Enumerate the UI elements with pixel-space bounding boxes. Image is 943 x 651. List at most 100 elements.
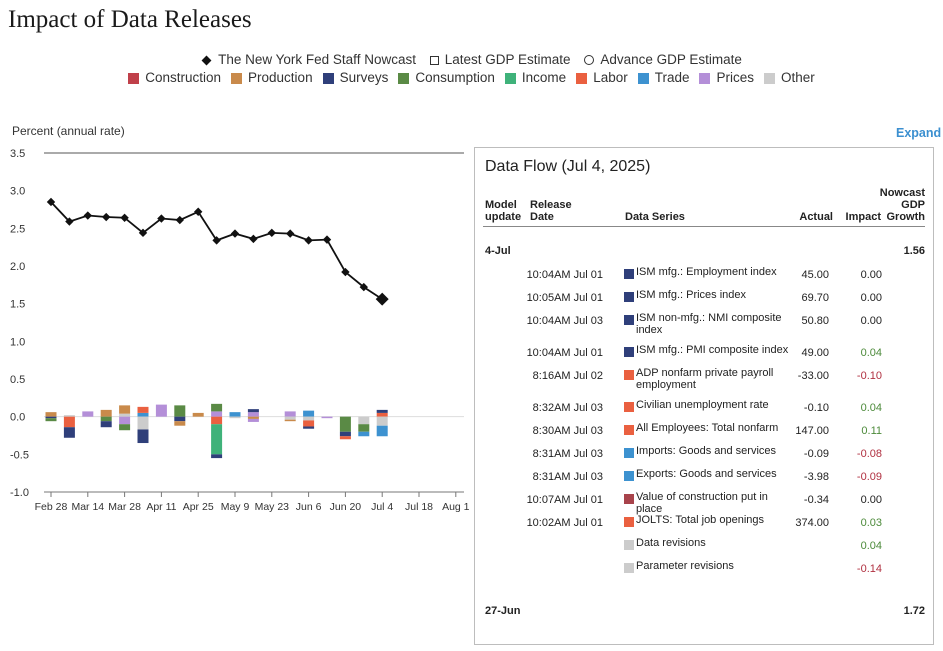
bar-segment-other: [284, 416, 296, 420]
bar-segment-production: [100, 409, 112, 417]
legend-swatch-icon: [231, 72, 243, 84]
diamond-icon: [201, 55, 212, 66]
legend-trade[interactable]: Trade: [637, 70, 689, 85]
bar-segment-production: [284, 419, 296, 422]
header-release-date: Release Date: [530, 199, 572, 223]
actual-value: 49.00: [801, 347, 829, 359]
legend-construction[interactable]: Construction: [128, 70, 221, 85]
bar-segment-consumption: [211, 403, 223, 412]
bar-segment-surveys: [174, 416, 186, 422]
bar-segment-other: [358, 416, 370, 425]
data-series: Civilian unemployment rate: [636, 399, 769, 411]
bar-segment-consumption: [45, 418, 57, 422]
bar-segment-surveys: [303, 426, 315, 429]
bar-segment-prices: [119, 416, 131, 425]
nowcast-point: [120, 213, 129, 222]
nowcast-point: [175, 215, 184, 225]
category-swatch-icon: [624, 517, 634, 527]
category-swatch-icon: [624, 563, 634, 573]
expand-link[interactable]: Expand: [896, 126, 942, 140]
data-series: Parameter revisions: [636, 560, 734, 572]
impact-value: 0.00: [860, 315, 882, 327]
page-title: Impact of Data Releases: [8, 6, 252, 33]
bar-segment-consumption: [358, 424, 370, 432]
impact-value: 0.03: [860, 517, 882, 529]
nowcast-point: [375, 292, 389, 306]
y-axis-label: Percent (annual rate): [12, 124, 125, 138]
nowcast-point: [83, 211, 92, 220]
bar-segment-surveys: [339, 431, 351, 437]
y-tick-label: -0.5: [10, 449, 29, 461]
bar-segment-production: [174, 421, 186, 426]
data-series: ISM mfg.: PMI composite index: [636, 344, 789, 356]
category-swatch-icon: [624, 347, 634, 357]
impact-value: 0.00: [860, 292, 882, 304]
x-tick-label: Feb 28: [35, 501, 68, 513]
legend-swatch-icon: [504, 72, 516, 84]
legend-swatch-icon: [576, 72, 588, 84]
nowcast-point: [249, 234, 258, 244]
actual-value: 45.00: [801, 269, 829, 281]
bar-segment-trade: [303, 410, 315, 417]
actual-value: -33.00: [797, 370, 829, 382]
impact-value: 0.11: [861, 425, 882, 437]
y-tick-label: 0.5: [10, 374, 25, 386]
category-swatch-icon: [624, 269, 634, 279]
legend-swatch-icon: [128, 72, 140, 84]
nowcast-point: [194, 207, 203, 216]
bar-segment-consumption: [339, 416, 351, 432]
actual-value: 69.70: [801, 292, 829, 304]
legend-other[interactable]: Other: [764, 70, 815, 85]
release-date: 10:05AM Jul 01: [526, 292, 603, 304]
nowcast-point: [212, 236, 221, 245]
legend-consumption[interactable]: Consumption: [398, 70, 495, 85]
bar-segment-other: [229, 416, 241, 419]
x-tick-label: Jul 4: [371, 501, 393, 513]
legend-labor[interactable]: Labor: [576, 70, 628, 85]
bar-segment-labor: [211, 416, 223, 425]
group-date-jul4: 4-Jul: [485, 245, 511, 257]
data-series: Value of construction put in place: [636, 491, 768, 515]
legend-latest-gdp[interactable]: Latest GDP Estimate: [429, 52, 571, 67]
category-legend: Construction Production Surveys Consumption…: [0, 69, 943, 85]
bar-segment-surveys: [376, 409, 388, 413]
legend-nowcast[interactable]: The New York Fed Staff Nowcast: [201, 52, 416, 67]
header-impact: Impact: [845, 211, 881, 223]
nowcast-point: [304, 236, 313, 245]
legend-prices[interactable]: Prices: [699, 70, 754, 85]
bar-segment-prices: [247, 418, 259, 422]
x-tick-label: Apr 11: [146, 501, 176, 513]
data-series: ISM non-mfg.: NMI composite index: [636, 312, 782, 336]
data-series: ADP nonfarm private payroll employment: [636, 367, 774, 391]
bar-segment-consumption: [174, 405, 186, 417]
bar-segment-consumption: [100, 416, 112, 422]
x-tick-label: May 9: [221, 501, 250, 513]
legend-production[interactable]: Production: [231, 70, 313, 85]
open-circle-icon: [584, 55, 595, 66]
category-swatch-icon: [624, 540, 634, 550]
bar-segment-prices: [284, 411, 296, 417]
legend-advance-gdp[interactable]: Advance GDP Estimate: [584, 52, 742, 67]
legend-surveys[interactable]: Surveys: [322, 70, 388, 85]
impact-value: 0.00: [860, 494, 882, 506]
actual-value: -0.09: [803, 448, 829, 460]
bar-segment-other: [63, 415, 75, 417]
y-tick-label: 1.5: [10, 299, 25, 311]
bar-segment-labor: [339, 436, 351, 440]
x-tick-label: May 23: [255, 501, 290, 513]
category-swatch-icon: [624, 370, 634, 380]
legend-income[interactable]: Income: [504, 70, 566, 85]
category-swatch-icon: [624, 402, 634, 412]
release-date: 8:31AM Jul 03: [532, 471, 603, 483]
nowcast-point: [286, 229, 295, 238]
y-tick-label: 2.5: [10, 223, 25, 235]
impact-value: 0.04: [860, 347, 882, 359]
bar-segment-labor: [137, 406, 149, 413]
bar-segment-other: [303, 416, 315, 421]
x-tick-label: Mar 28: [108, 501, 141, 513]
nowcast-point: [65, 217, 74, 226]
category-swatch-icon: [624, 471, 634, 481]
release-date: 8:16AM Jul 02: [532, 370, 603, 382]
x-tick-label: Jun 20: [330, 501, 362, 513]
y-tick-label: 3.0: [10, 186, 25, 198]
